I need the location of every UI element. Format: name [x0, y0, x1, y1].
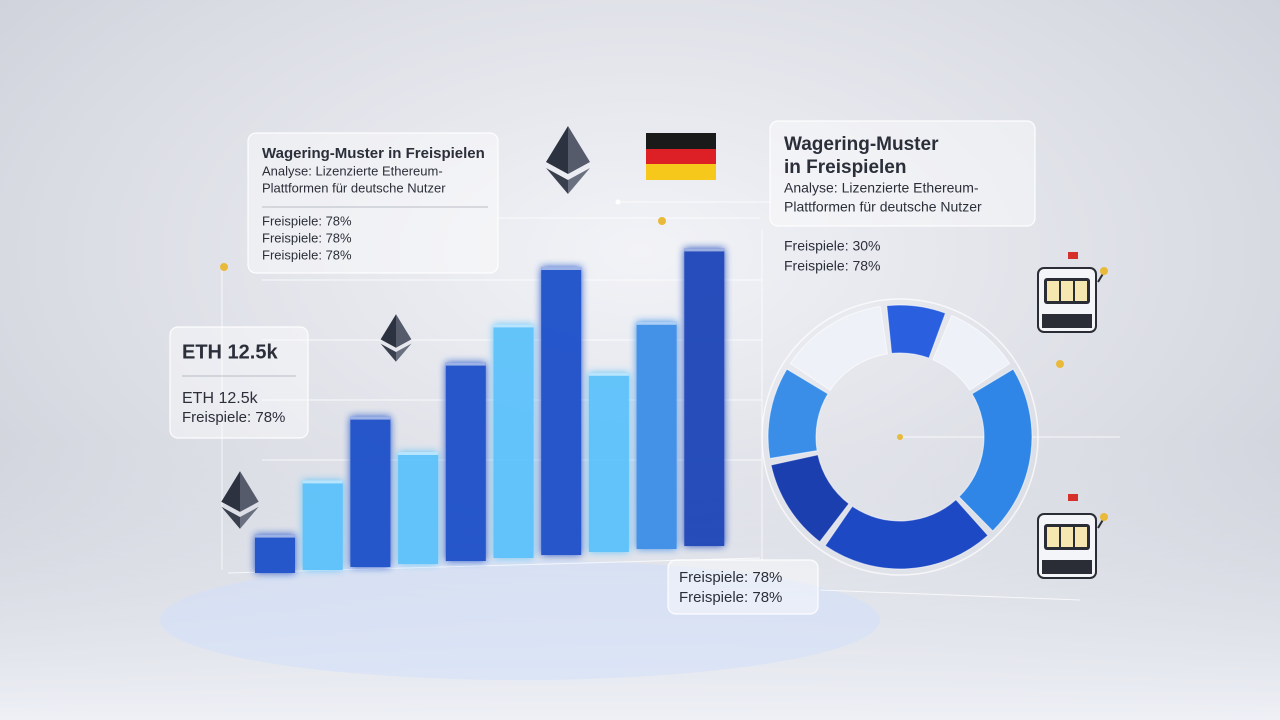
bar [255, 534, 295, 573]
panel-subtitle: Plattformen für deutsche Nutzer [262, 180, 446, 195]
bar [493, 324, 534, 558]
bar [684, 248, 725, 546]
node-dot [615, 199, 621, 205]
panel-line: Freispiele: 78% [262, 230, 352, 245]
bar [302, 480, 343, 570]
bar-top [350, 416, 391, 420]
charts [255, 248, 1039, 576]
bar-top [636, 321, 677, 325]
panel-line: Freispiele: 30% [784, 238, 881, 254]
guide [227, 557, 761, 574]
panel-line: Freispiele: 78% [182, 409, 285, 426]
donut-segment [932, 314, 1011, 391]
bar-top [684, 248, 725, 252]
info-panel [667, 559, 819, 615]
bar [588, 372, 629, 552]
info-panel [769, 120, 1036, 227]
panel-subtitle: Analyse: Lizenzierte Ethereum- [784, 180, 979, 196]
node-dot [658, 217, 666, 225]
panel-title: ETH 12.5k [182, 341, 278, 363]
panel-subtitle: Analyse: Lizenzierte Ethereum- [262, 163, 443, 178]
bar [398, 452, 439, 564]
panel-title: Wagering-Muster [784, 134, 939, 155]
panel-subtitle: Plattformen für deutsche Nutzer [784, 199, 982, 215]
bar [350, 416, 391, 567]
bar-top [541, 267, 582, 270]
flag-germany [646, 133, 716, 180]
info-panel [169, 326, 309, 439]
donut-segment [767, 368, 829, 460]
guide [819, 589, 1081, 601]
node-dot [220, 263, 228, 271]
donut-segment [824, 498, 989, 570]
donut-segment [886, 304, 947, 359]
slot-machine-icon [1037, 252, 1108, 333]
panel-line: Freispiele: 78% [679, 569, 782, 586]
panel-subtitle: ETH 12.5k [182, 390, 259, 407]
bar [636, 321, 677, 549]
panel-title: in Freispielen [784, 157, 906, 178]
node-dot [1056, 360, 1064, 368]
node-dot [897, 434, 903, 440]
bar-top [398, 452, 439, 455]
bar-top [588, 372, 629, 376]
floor-reflection [160, 560, 880, 680]
info-panel [247, 132, 499, 274]
eth-icon [546, 126, 590, 194]
slot-machine-icon [1037, 494, 1108, 579]
bar-top [255, 534, 295, 538]
bar-top [493, 324, 534, 328]
bar [445, 362, 486, 561]
bar-top [302, 480, 343, 484]
panel-line: Freispiele: 78% [262, 213, 352, 228]
panel-title: Wagering-Muster in Freispielen [262, 145, 485, 162]
donut-segment [958, 368, 1033, 532]
bar-top [445, 362, 486, 366]
donut-segment [789, 305, 888, 391]
panel-line: Freispiele: 78% [784, 258, 881, 274]
donut-ring [761, 298, 1039, 576]
donut-segment [770, 454, 850, 543]
panel-line: Freispiele: 78% [679, 589, 782, 606]
bar [541, 267, 582, 555]
panel-line: Freispiele: 78% [262, 247, 352, 262]
